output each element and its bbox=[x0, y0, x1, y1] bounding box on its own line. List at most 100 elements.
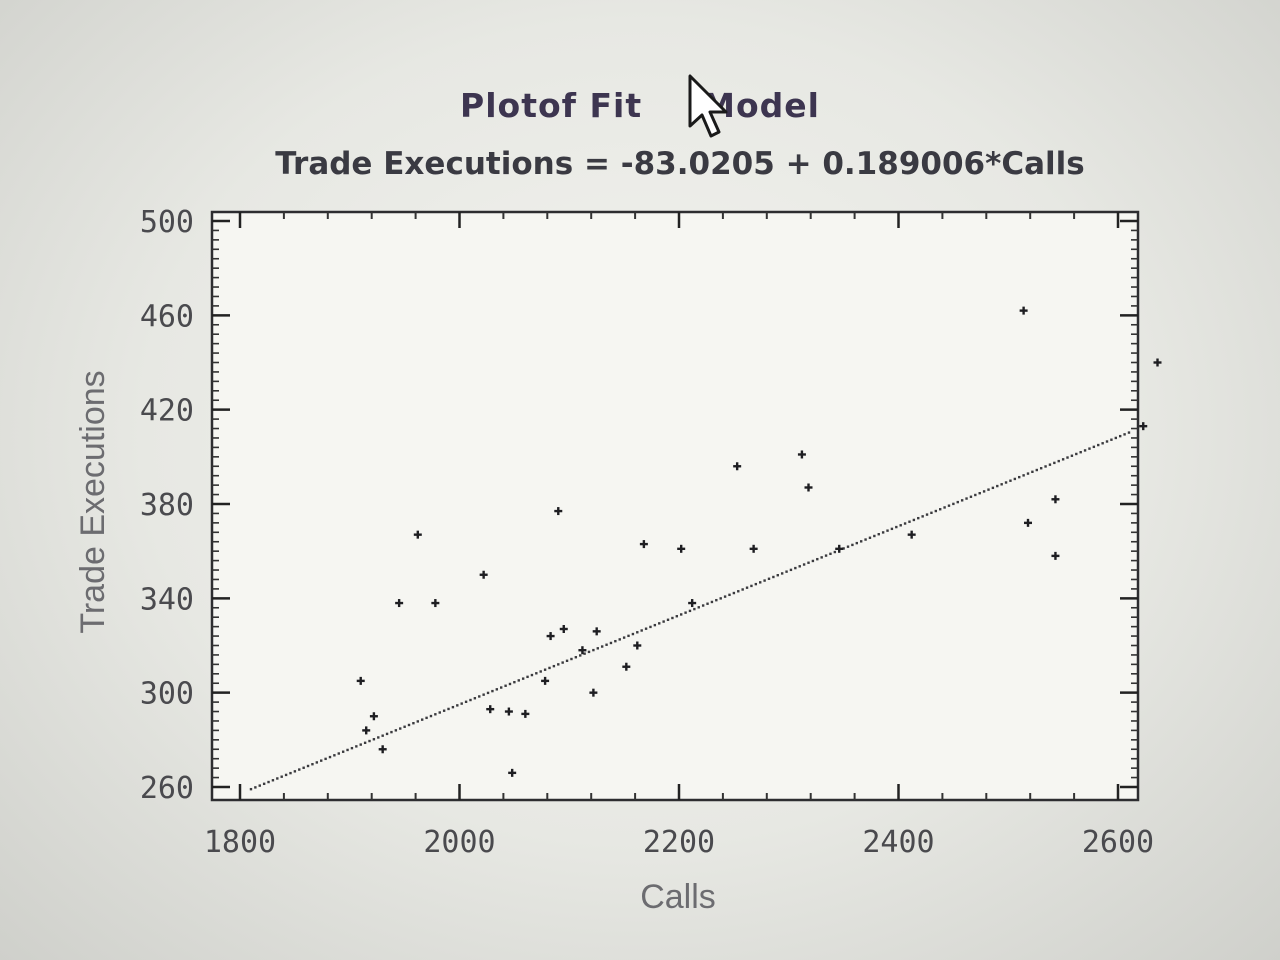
fit-line-dot bbox=[991, 486, 995, 490]
fit-line-dot bbox=[723, 595, 727, 598]
fit-line-dot bbox=[908, 520, 911, 523]
fit-line-dot bbox=[772, 575, 775, 579]
data-point bbox=[589, 688, 598, 697]
data-point bbox=[797, 450, 806, 459]
fit-line-dot bbox=[302, 766, 305, 769]
fit-line-dot bbox=[701, 604, 705, 607]
fit-line-dot bbox=[886, 529, 889, 532]
fit-line-dot bbox=[262, 782, 266, 786]
fit-line-dot bbox=[802, 563, 806, 566]
fit-line-dot bbox=[557, 663, 560, 666]
fit-line-dot bbox=[719, 597, 722, 600]
fit-line-dot bbox=[1123, 433, 1126, 436]
data-point bbox=[479, 570, 488, 579]
fit-line-dot bbox=[412, 721, 415, 725]
fit-line-dot bbox=[912, 518, 916, 522]
fit-line-dot bbox=[618, 638, 621, 641]
fit-line-dot bbox=[614, 639, 617, 643]
fit-line-dot bbox=[627, 634, 630, 638]
fit-line-dot bbox=[583, 652, 586, 655]
fit-line-dot bbox=[917, 516, 920, 520]
fit-line-dot bbox=[552, 664, 556, 668]
fit-line-dot bbox=[750, 584, 753, 588]
fit-line-dot bbox=[385, 732, 389, 736]
chart-title: Plotof Fit Model bbox=[0, 86, 1280, 125]
fit-line-dot bbox=[1083, 449, 1087, 452]
fit-line-dot bbox=[306, 764, 310, 768]
fit-line-dot bbox=[1022, 474, 1025, 477]
fit-line-dot bbox=[416, 720, 419, 723]
fit-line-dot bbox=[513, 680, 516, 684]
y-axis-title: Trade Executions bbox=[74, 370, 112, 633]
y-tick-label: 340 bbox=[140, 582, 194, 617]
data-point bbox=[378, 745, 387, 754]
fit-line-dot bbox=[425, 716, 428, 720]
fit-line-dot bbox=[420, 718, 424, 721]
fit-line-dot bbox=[1070, 454, 1074, 457]
fit-line-dot bbox=[987, 488, 990, 491]
x-tick-label: 2200 bbox=[643, 825, 715, 860]
fit-line-dot bbox=[267, 780, 270, 784]
data-point bbox=[1019, 306, 1028, 315]
fit-line-dot bbox=[1026, 472, 1030, 475]
fit-line-dot bbox=[587, 650, 591, 654]
fit-line-dot bbox=[381, 734, 384, 737]
fit-line-dot bbox=[1053, 461, 1056, 465]
data-point bbox=[633, 641, 642, 650]
fit-line-dot bbox=[390, 730, 393, 734]
data-point bbox=[1024, 518, 1033, 527]
x-tick-label: 2600 bbox=[1082, 825, 1154, 860]
fit-line-dot bbox=[486, 691, 490, 695]
fit-line-dot bbox=[438, 711, 441, 714]
fit-line-dot bbox=[649, 625, 652, 629]
fit-line-dot bbox=[289, 771, 292, 775]
fit-line-dot bbox=[653, 623, 657, 627]
fit-line-dot bbox=[759, 581, 762, 584]
data-point bbox=[835, 544, 844, 553]
fit-line-dot bbox=[517, 679, 520, 682]
fit-line-dot bbox=[464, 700, 468, 704]
fit-line-dot bbox=[693, 607, 696, 611]
fit-line-dot bbox=[741, 588, 744, 591]
fit-line-dot bbox=[842, 547, 845, 550]
y-tick-label: 300 bbox=[140, 677, 194, 712]
fit-line-dot bbox=[807, 561, 810, 564]
fit-line-dot bbox=[697, 606, 700, 609]
fit-line-dot bbox=[372, 738, 376, 741]
x-tick-label: 2400 bbox=[862, 825, 934, 860]
fit-line-dot bbox=[500, 686, 503, 689]
fit-line-dot bbox=[732, 591, 736, 595]
mouse-pointer-icon bbox=[688, 74, 728, 138]
major-ticks bbox=[212, 212, 1138, 800]
fit-line-dot bbox=[539, 670, 542, 673]
fit-line-dot bbox=[320, 759, 323, 762]
fit-line-dot bbox=[1118, 434, 1122, 438]
fit-line-dot bbox=[324, 757, 327, 761]
fit-line-dot bbox=[1009, 479, 1012, 482]
fit-line-dot bbox=[363, 741, 367, 745]
fit-line-dot bbox=[816, 557, 819, 561]
fit-line-dot bbox=[429, 714, 433, 718]
data-point bbox=[504, 707, 513, 716]
data-point bbox=[733, 462, 742, 471]
fit-line-dot bbox=[965, 497, 968, 500]
fit-line-dot bbox=[899, 524, 902, 527]
plot-frame bbox=[210, 210, 1140, 802]
fit-line-dot bbox=[1105, 440, 1109, 443]
fit-line-dot bbox=[1039, 467, 1043, 470]
fit-line-dot bbox=[671, 616, 674, 620]
fit-line-dot bbox=[956, 500, 959, 504]
fit-line-dot bbox=[394, 729, 398, 732]
fit-line-dot bbox=[249, 787, 253, 791]
fit-line-dot bbox=[600, 645, 604, 648]
fit-line-dot bbox=[548, 666, 551, 670]
data-point bbox=[369, 712, 378, 721]
data-point bbox=[541, 676, 550, 685]
fit-line-dot bbox=[776, 574, 779, 577]
fit-line-dot bbox=[570, 657, 573, 661]
fit-line-dot bbox=[442, 709, 446, 712]
x-tick-label: 2000 bbox=[423, 825, 495, 860]
fit-line-dot bbox=[1057, 459, 1060, 463]
fit-line-dot bbox=[495, 688, 499, 691]
data-point bbox=[413, 530, 422, 539]
